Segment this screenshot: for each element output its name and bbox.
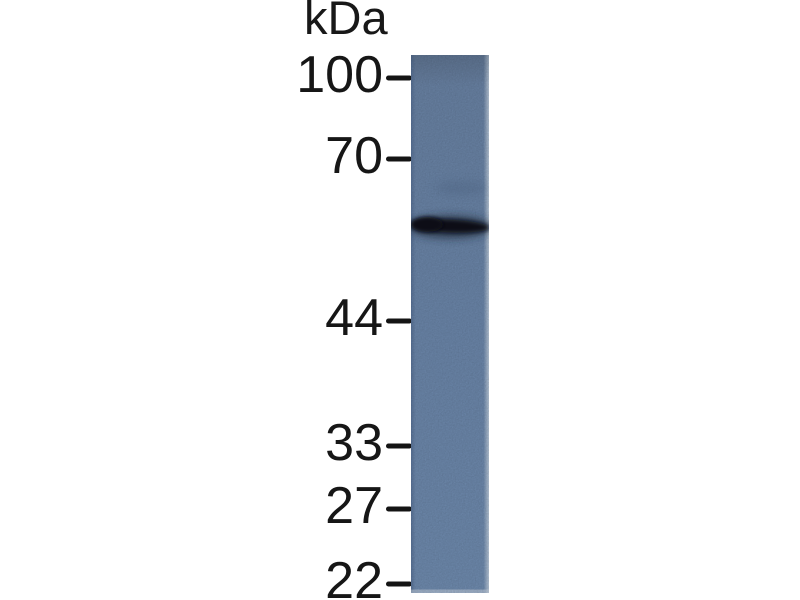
mw-marker-tick: [386, 581, 412, 587]
mw-marker-label: 44: [325, 289, 383, 347]
blot-lane: [411, 55, 489, 593]
mw-marker-tick: [386, 506, 412, 512]
mw-marker-tick: [386, 318, 412, 324]
kda-unit-label: kDa: [304, 0, 388, 44]
mw-marker-tick: [386, 75, 412, 81]
lane-grain-texture: [411, 55, 489, 593]
faint-smear: [435, 181, 487, 195]
protein-band-left-blob: [411, 217, 443, 232]
mw-marker-tick: [386, 156, 412, 162]
mw-marker-label: 22: [325, 552, 383, 600]
mw-marker-label: 33: [325, 414, 383, 472]
mw-marker-tick: [386, 443, 412, 449]
mw-marker-label: 27: [325, 477, 383, 535]
mw-marker-label: 70: [325, 127, 383, 185]
mw-marker-label: 100: [296, 46, 383, 104]
